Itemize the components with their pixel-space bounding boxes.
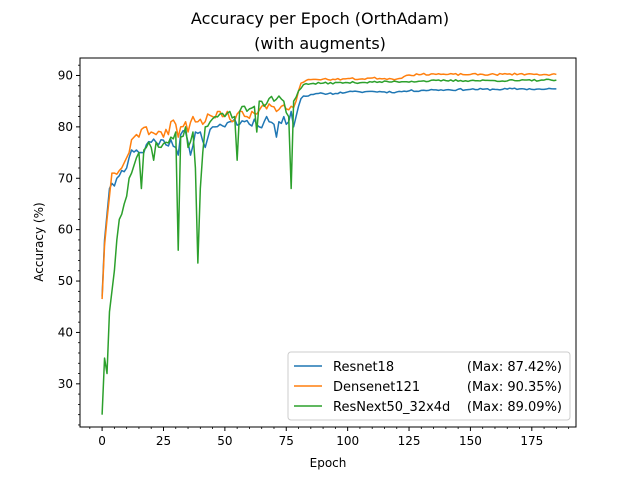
x-axis-label: Epoch [310, 456, 347, 470]
x-tick-label: 175 [520, 434, 543, 448]
series-line-resnet18 [101, 87, 557, 297]
legend-max-resnet18: (Max: 87.42%) [467, 360, 562, 375]
y-axis: 30 40 50 60 70 80 90 [58, 64, 80, 426]
y-tick-label: 60 [58, 223, 73, 237]
legend: Resnet18 (Max: 87.42%) Densenet121 (Max:… [287, 351, 571, 421]
x-tick-label: 125 [398, 434, 421, 448]
y-axis-label: Accuracy (%) [32, 202, 46, 281]
y-tick-label: 40 [58, 325, 73, 339]
plot-frame [79, 57, 577, 428]
y-tick-label: 90 [58, 68, 73, 82]
legend-max-resnext50: (Max: 89.09%) [467, 400, 562, 415]
series-line-resnext50-32x4d [101, 78, 557, 415]
x-tick-label: 0 [98, 434, 106, 448]
legend-max-densenet121: (Max: 90.35%) [467, 380, 562, 395]
x-tick-label: 75 [279, 434, 294, 448]
y-tick-label: 30 [58, 377, 73, 391]
x-tick-label: 150 [459, 434, 482, 448]
chart-subtitle: (with augments) [254, 34, 386, 53]
x-tick-label: 25 [156, 434, 171, 448]
legend-box [287, 351, 571, 421]
legend-label-resnet18: Resnet18 [333, 360, 394, 375]
y-tick-label: 80 [58, 120, 73, 134]
x-tick-label: 50 [217, 434, 232, 448]
x-tick-label: 100 [336, 434, 359, 448]
chart-title: Accuracy per Epoch (OrthAdam) [191, 9, 449, 28]
y-tick-label: 70 [58, 171, 73, 185]
y-tick-label: 50 [58, 274, 73, 288]
series-layer [101, 72, 557, 415]
legend-label-resnext50: ResNext50_32x4d [333, 400, 450, 415]
series-line-densenet121 [101, 72, 557, 300]
x-axis: 0 25 50 75 100 125 150 175 [89, 427, 570, 448]
legend-label-densenet121: Densenet121 [333, 380, 420, 395]
